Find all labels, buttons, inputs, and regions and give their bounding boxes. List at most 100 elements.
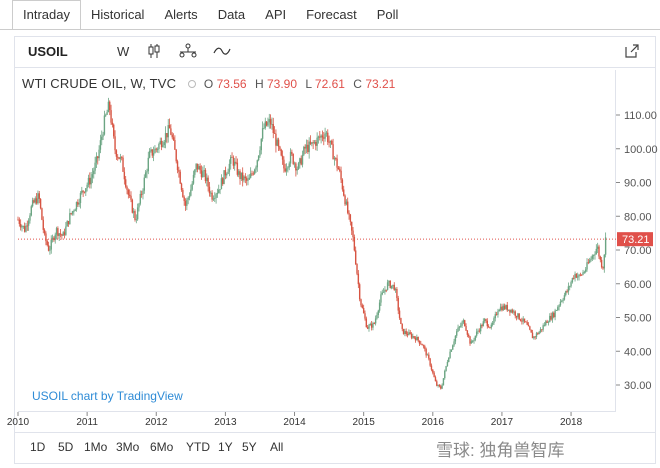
candle-body — [489, 327, 491, 329]
candle-body — [190, 189, 192, 196]
candle-body — [347, 201, 349, 213]
range-ytd[interactable]: YTD — [186, 440, 210, 454]
tab-forecast[interactable]: Forecast — [306, 7, 357, 22]
candlestick-icon[interactable] — [144, 41, 164, 61]
candle-body — [373, 322, 376, 324]
candle-body — [164, 133, 167, 143]
x-tick-label: 2013 — [214, 417, 237, 428]
candle-body — [482, 321, 485, 327]
candle-body — [348, 212, 350, 215]
candle-body — [591, 255, 594, 259]
x-tick-label: 2016 — [422, 417, 445, 428]
candle-body — [195, 163, 197, 170]
y-tick-label: 70.00 — [624, 245, 652, 257]
candle-body — [499, 306, 502, 310]
candle-body — [501, 306, 503, 311]
candle-body — [569, 286, 571, 288]
close-label: C — [353, 77, 362, 91]
candle-body — [162, 145, 164, 148]
candle-body — [251, 173, 253, 175]
symbol-label[interactable]: USOIL — [28, 44, 68, 59]
candle-body — [426, 354, 429, 356]
x-tick-label: 2018 — [560, 417, 583, 428]
candle-body — [541, 329, 543, 331]
range-1mo[interactable]: 1Mo — [84, 440, 108, 454]
candle-body — [234, 161, 236, 166]
candle-body — [172, 137, 175, 141]
candle-body — [111, 122, 114, 125]
interval-selector[interactable]: W — [117, 44, 130, 59]
candle-body — [202, 171, 204, 178]
candle-body — [107, 101, 110, 113]
tab-intraday[interactable]: Intraday — [12, 0, 81, 30]
indicator-icon[interactable] — [212, 41, 232, 61]
candle-body — [555, 310, 558, 311]
candle-body — [244, 176, 247, 179]
candle-body — [438, 384, 441, 387]
candle-body — [200, 170, 203, 178]
candle-body — [470, 341, 473, 344]
y-tick-label: 50.00 — [624, 313, 652, 325]
candle-body — [530, 329, 532, 333]
candle-body — [114, 136, 116, 151]
candle-body — [479, 325, 482, 332]
tradingview-watermark[interactable]: USOIL chart by TradingView — [32, 389, 183, 403]
candle-body — [483, 319, 486, 322]
tab-data[interactable]: Data — [217, 7, 246, 22]
candle-body — [385, 289, 387, 291]
candle-body — [21, 226, 23, 228]
range-5y[interactable]: 5Y — [242, 440, 257, 454]
candle-body — [257, 155, 260, 161]
candle-body — [139, 193, 142, 204]
tab-historical[interactable]: Historical — [90, 7, 145, 22]
range-5d[interactable]: 5D — [58, 440, 74, 454]
candle-body — [267, 122, 269, 126]
candle-body — [166, 133, 168, 138]
candle-body — [292, 154, 294, 164]
range-3mo[interactable]: 3Mo — [116, 440, 140, 454]
candle-body — [301, 154, 304, 165]
candle-body — [175, 149, 177, 162]
popout-icon[interactable] — [622, 41, 642, 61]
candle-body — [65, 226, 67, 235]
candle-body — [97, 156, 99, 159]
y-tick-label: 60.00 — [624, 279, 652, 291]
candle-body — [416, 336, 418, 341]
candle-body — [422, 345, 425, 347]
candle-body — [18, 219, 21, 224]
candle-body — [570, 282, 572, 287]
candle-body — [360, 299, 362, 306]
candle-body — [592, 255, 595, 256]
candle-body — [412, 336, 414, 338]
candle-body — [73, 211, 75, 212]
candle-body — [507, 309, 510, 311]
candle-body — [63, 232, 66, 235]
candle-body — [586, 262, 588, 270]
candle-body — [49, 249, 51, 251]
range-all[interactable]: All — [270, 440, 284, 454]
tab-alerts[interactable]: Alerts — [164, 7, 198, 22]
range-6mo[interactable]: 6Mo — [150, 440, 174, 454]
range-1y[interactable]: 1Y — [218, 440, 233, 454]
range-1d[interactable]: 1D — [30, 440, 46, 454]
candle-body — [134, 211, 136, 220]
tab-api[interactable]: API — [265, 7, 287, 22]
candle-body — [89, 177, 91, 185]
candle-body — [187, 197, 189, 200]
candle-body — [77, 202, 79, 205]
tab-bar: Intraday Historical Alerts Data API Forecast P… — [0, 0, 660, 30]
candle-body — [188, 195, 191, 198]
tab-poll[interactable]: Poll — [376, 7, 399, 22]
candle-body — [428, 354, 430, 359]
candle-body — [61, 234, 63, 236]
candle-body — [215, 194, 217, 198]
candle-body — [22, 225, 25, 227]
candle-body — [168, 125, 171, 129]
compare-icon[interactable] — [178, 41, 198, 61]
candle-body — [369, 323, 372, 326]
candle-body — [33, 200, 35, 203]
candle-body — [23, 225, 26, 232]
candle-body — [471, 340, 474, 342]
candle-body — [458, 326, 461, 328]
